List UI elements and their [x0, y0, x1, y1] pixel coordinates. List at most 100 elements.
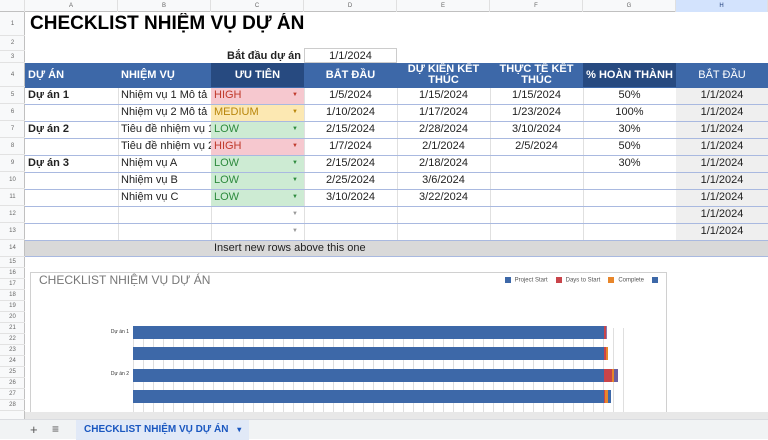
cell-actual-end[interactable]: 2/5/2024 [515, 140, 558, 152]
cell-start[interactable]: 2/15/2024 [326, 123, 375, 135]
legend-item[interactable] [652, 277, 662, 284]
cell-planned-end[interactable]: 2/18/2024 [419, 157, 468, 169]
cell-planned-end[interactable]: 3/22/2024 [419, 191, 468, 203]
row-header[interactable]: 11 [0, 189, 25, 206]
row-header[interactable]: 25 [0, 367, 25, 378]
priority-dropdown[interactable]: LOW ▼ [211, 172, 304, 189]
header-planned-end[interactable]: DỰ KIẾN KẾT THÚC [397, 63, 490, 87]
cell-project[interactable]: Dự án 1 [28, 89, 69, 101]
cell-h[interactable]: 1/1/2024 [700, 208, 744, 220]
cell-percent[interactable]: 30% [618, 123, 641, 135]
dropdown-arrow-icon[interactable]: ▼ [292, 92, 298, 98]
row-header[interactable]: 7 [0, 121, 25, 138]
gantt-bar[interactable] [133, 369, 618, 382]
priority-dropdown[interactable]: ▼ [211, 223, 304, 240]
cell-h[interactable]: 1/1/2024 [700, 140, 744, 152]
priority-dropdown[interactable]: HIGH ▼ [211, 87, 304, 104]
dropdown-arrow-icon[interactable]: ▼ [292, 228, 298, 234]
add-sheet-icon[interactable]: + [30, 422, 38, 437]
col-header-a[interactable]: A [25, 0, 118, 12]
row-header[interactable]: 6 [0, 104, 25, 121]
cell-h[interactable]: 1/1/2024 [700, 191, 744, 203]
gantt-bar[interactable] [133, 390, 611, 403]
dropdown-arrow-icon[interactable]: ▼ [292, 177, 298, 183]
col-header-g[interactable]: G [583, 0, 676, 12]
priority-dropdown[interactable]: MEDIUM ▼ [211, 104, 304, 121]
chevron-down-icon[interactable]: ▾ [237, 425, 242, 434]
dropdown-arrow-icon[interactable]: ▼ [292, 194, 298, 200]
cell-h[interactable]: 1/1/2024 [700, 106, 744, 118]
row-header[interactable]: 16 [0, 268, 25, 279]
row-header[interactable]: 13 [0, 223, 25, 240]
cell-percent[interactable]: 30% [618, 157, 641, 169]
row-header[interactable]: 19 [0, 301, 25, 312]
row-header[interactable]: 28 [0, 400, 25, 411]
row-header[interactable]: 15 [0, 257, 25, 268]
dropdown-arrow-icon[interactable]: ▼ [292, 109, 298, 115]
col-header-c[interactable]: C [211, 0, 304, 12]
cell-project[interactable]: Dự án 2 [28, 123, 69, 135]
header-start-h[interactable]: BẮT ĐẦU [676, 63, 768, 87]
cell-h[interactable]: 1/1/2024 [700, 89, 744, 101]
all-sheets-menu-icon[interactable]: ≡ [52, 422, 60, 436]
row-header[interactable]: 9 [0, 155, 25, 172]
select-all-corner[interactable] [0, 0, 25, 12]
cell-task[interactable]: Nhiệm vụ A [121, 157, 178, 169]
col-header-e[interactable]: E [397, 0, 490, 12]
row-header[interactable]: 18 [0, 290, 25, 301]
legend-item[interactable]: Project Start [504, 277, 548, 284]
cell-start[interactable]: 1/5/2024 [329, 89, 372, 101]
row-header[interactable]: 3 [0, 51, 25, 63]
cell-percent[interactable]: 50% [618, 140, 641, 152]
cell-task[interactable]: Nhiệm vụ 1 Mô tả [121, 89, 208, 101]
header-project[interactable]: DỰ ÁN [25, 63, 118, 87]
legend-item[interactable]: Complete [608, 277, 644, 284]
gantt-chart[interactable]: CHECKLIST NHIỆM VỤ DỰ ÁN Project Start D… [30, 272, 667, 419]
row-header[interactable]: 4 [0, 63, 25, 87]
row-header[interactable]: 8 [0, 138, 25, 155]
dropdown-arrow-icon[interactable]: ▼ [292, 126, 298, 132]
header-start[interactable]: BẮT ĐẦU [304, 63, 397, 87]
cell-planned-end[interactable]: 2/28/2024 [419, 123, 468, 135]
priority-dropdown[interactable]: LOW ▼ [211, 155, 304, 172]
cell-actual-end[interactable]: 3/10/2024 [512, 123, 561, 135]
row-header[interactable]: 24 [0, 356, 25, 367]
row-header[interactable]: 20 [0, 312, 25, 323]
cell-planned-end[interactable]: 1/17/2024 [419, 106, 468, 118]
dropdown-arrow-icon[interactable]: ▼ [292, 211, 298, 217]
cell-h[interactable]: 1/1/2024 [700, 123, 744, 135]
row-header[interactable]: 14 [0, 240, 25, 257]
cell-planned-end[interactable]: 2/1/2024 [422, 140, 465, 152]
col-header-h[interactable]: H [676, 0, 768, 12]
cell-project[interactable] [25, 104, 118, 121]
cell-task[interactable]: Nhiệm vụ C [121, 191, 179, 203]
cell-planned-end[interactable]: 1/15/2024 [419, 89, 468, 101]
priority-dropdown[interactable]: LOW ▼ [211, 189, 304, 206]
cell-percent[interactable]: 100% [615, 106, 644, 118]
row-header[interactable]: 27 [0, 389, 25, 400]
priority-dropdown[interactable]: LOW ▼ [211, 121, 304, 138]
col-header-f[interactable]: F [490, 0, 583, 12]
row-header[interactable]: 5 [0, 87, 25, 104]
cell-actual-end[interactable]: 1/23/2024 [512, 106, 561, 118]
cell-start[interactable]: 3/10/2024 [326, 191, 375, 203]
priority-dropdown[interactable]: ▼ [211, 206, 304, 223]
gantt-bar[interactable] [133, 347, 608, 360]
header-task[interactable]: NHIỆM VỤ [118, 63, 211, 87]
legend-item[interactable]: Days to Start [555, 277, 600, 284]
cell-task[interactable]: Nhiệm vụ 2 Mô tả [121, 106, 208, 118]
priority-dropdown[interactable]: HIGH ▼ [211, 138, 304, 155]
cell-planned-end[interactable]: 3/6/2024 [422, 174, 465, 186]
dropdown-arrow-icon[interactable]: ▼ [292, 143, 298, 149]
header-percent-complete[interactable]: % HOÀN THÀNH [583, 63, 676, 87]
cell-task[interactable]: Nhiệm vụ B [121, 174, 178, 186]
header-priority[interactable]: ƯU TIÊN [211, 63, 304, 87]
cell-actual-end[interactable] [490, 155, 583, 172]
cell-start[interactable]: 2/15/2024 [326, 157, 375, 169]
cell-actual-end[interactable]: 1/15/2024 [512, 89, 561, 101]
cell-h[interactable]: 1/1/2024 [700, 225, 744, 237]
cell-start[interactable]: 1/7/2024 [329, 140, 372, 152]
cell-task[interactable]: Tiêu đề nhiệm vụ 1 [121, 123, 211, 135]
gantt-bar[interactable] [133, 326, 607, 339]
row-header[interactable]: 22 [0, 334, 25, 345]
